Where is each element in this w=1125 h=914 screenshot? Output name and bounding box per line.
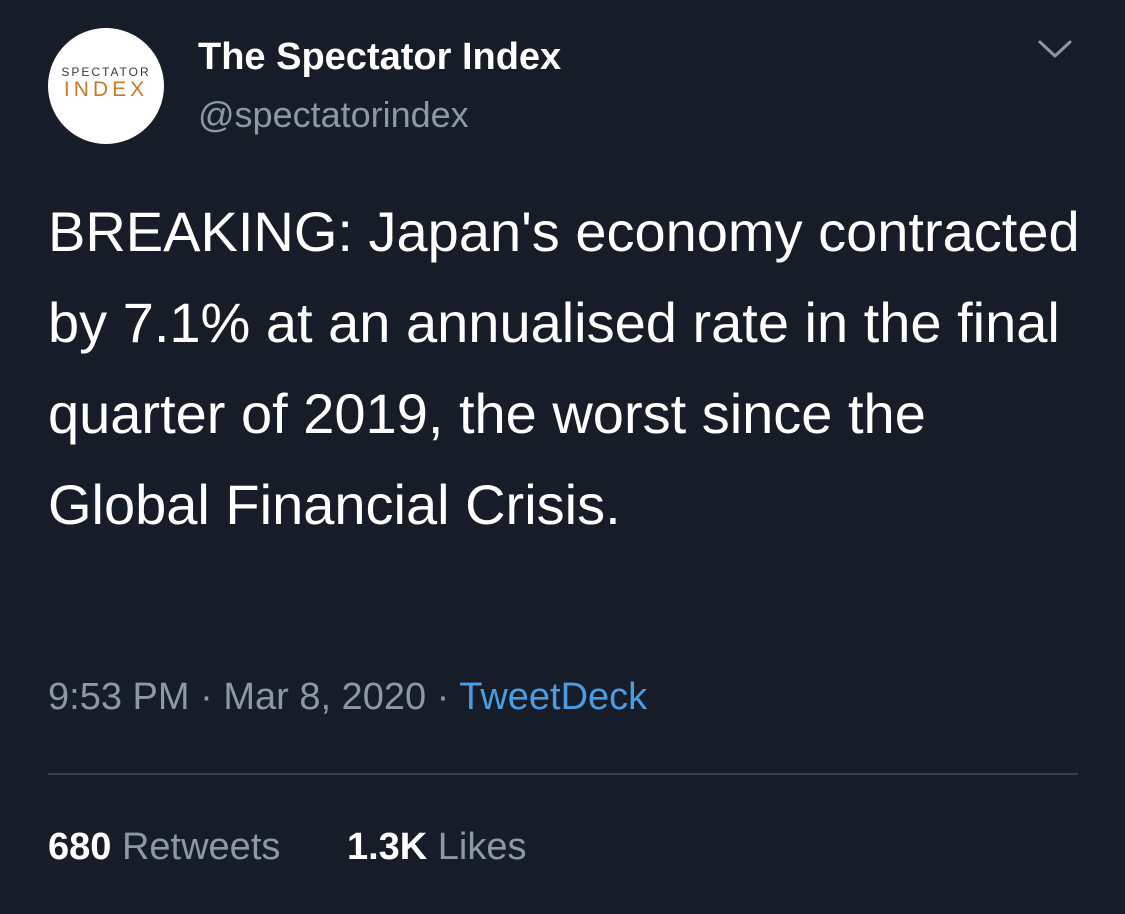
tweet-text: BREAKING: Japan's economy contracted by … (48, 200, 1080, 536)
retweets-label: Retweets (121, 826, 281, 868)
retweets-count: 680 (48, 826, 112, 868)
chevron-down-icon[interactable] (1036, 36, 1074, 64)
tweet-date[interactable]: Mar 8, 2020 (223, 676, 427, 718)
likes-stat[interactable]: 1.3K Likes (347, 826, 527, 869)
author-display-name[interactable]: The Spectator Index (198, 36, 562, 78)
divider (48, 773, 1078, 775)
tweet-time[interactable]: 9:53 PM (48, 676, 190, 718)
avatar-logo-top-text: SPECTATOR (61, 65, 151, 79)
retweets-stat[interactable]: 680 Retweets (48, 826, 280, 869)
tweet-stats: 680 Retweets 1.3K Likes (48, 826, 527, 869)
meta-separator: · (436, 676, 450, 718)
avatar[interactable]: SPECTATOR INDEX (48, 28, 164, 144)
tweet-meta: 9:53 PM · Mar 8, 2020 · TweetDeck (48, 676, 647, 719)
likes-count: 1.3K (346, 826, 428, 868)
meta-separator: · (200, 676, 213, 718)
likes-label: Likes (437, 826, 527, 868)
avatar-logo-bottom-text: INDEX (63, 78, 149, 101)
tweet-source-link[interactable]: TweetDeck (459, 676, 648, 718)
author-handle[interactable]: @spectatorindex (198, 94, 469, 135)
